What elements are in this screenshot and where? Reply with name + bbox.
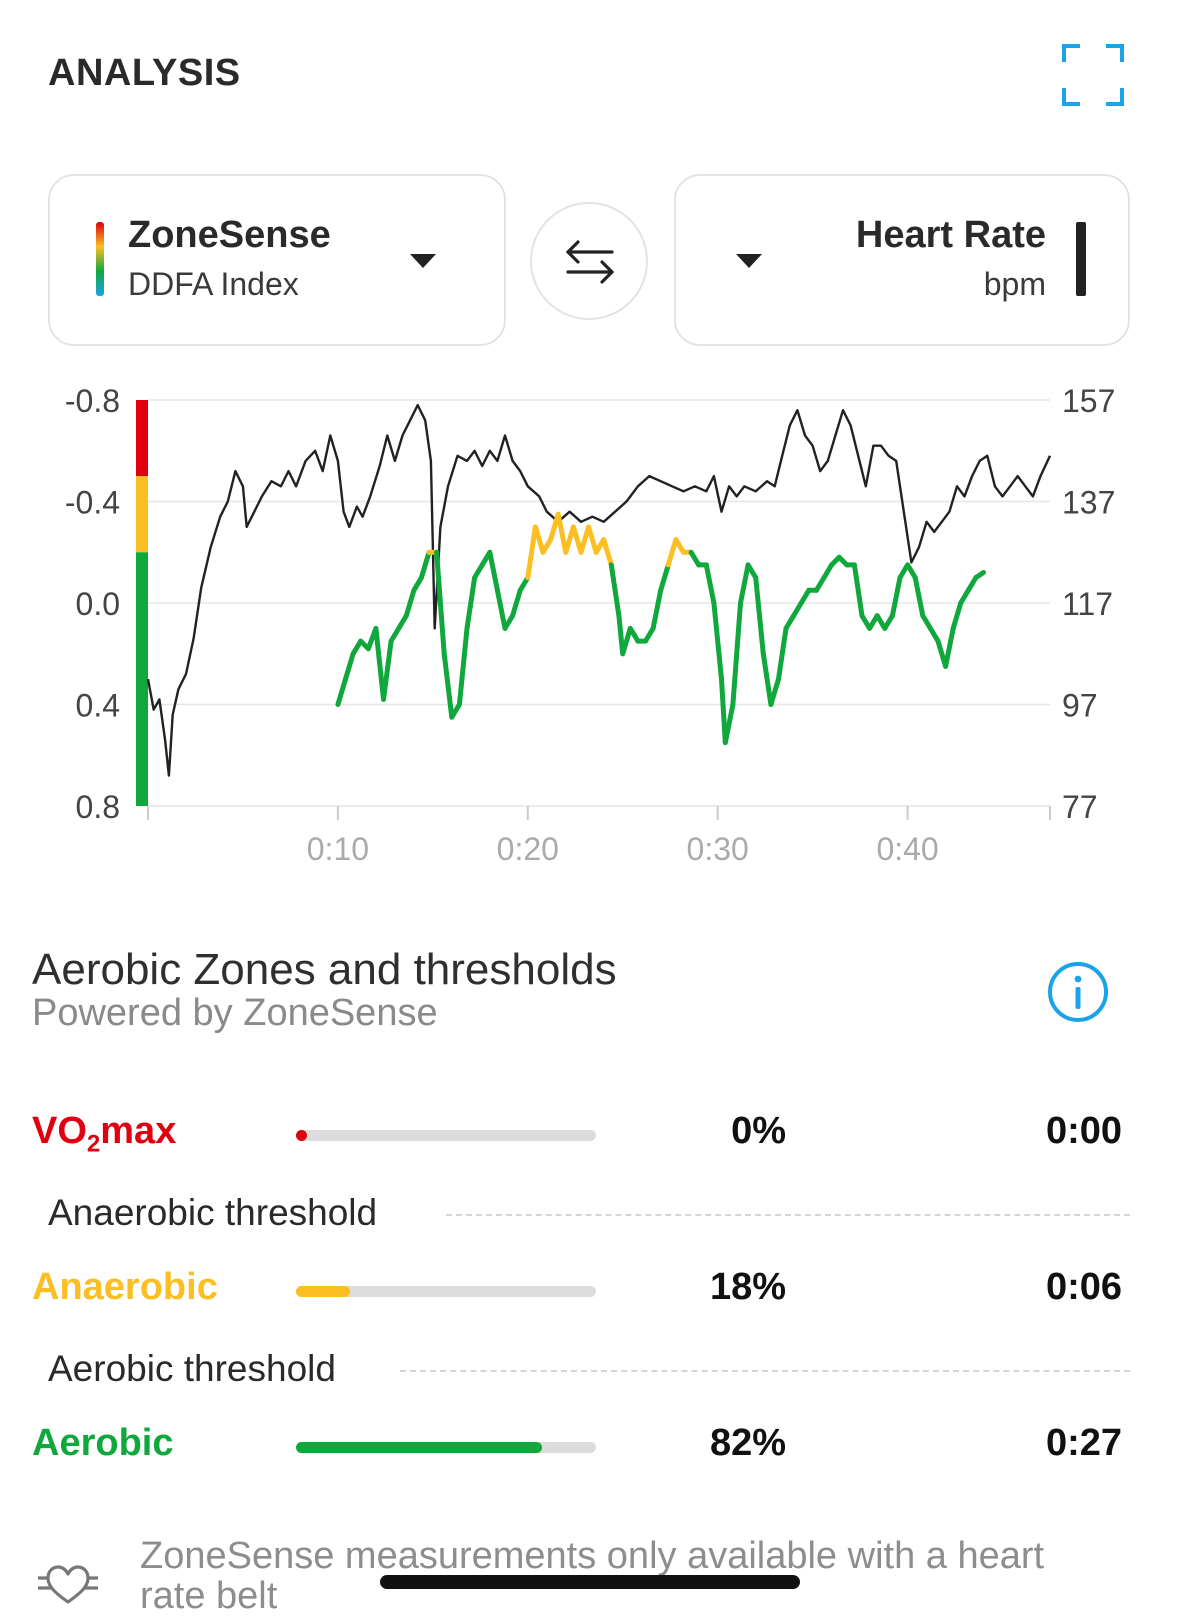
swap-arrows-icon xyxy=(566,240,614,284)
ddfa-line-segment xyxy=(381,638,394,702)
ddfa-line-segment xyxy=(335,676,348,707)
ddfa-line-segment xyxy=(912,575,926,619)
zone-label-aerobic: Aerobic xyxy=(32,1422,174,1464)
expand-icon[interactable] xyxy=(1062,44,1124,106)
series-color-swatch xyxy=(1076,222,1086,296)
ddfa-line-segment xyxy=(494,587,508,631)
right-metric-selector[interactable]: Heart Rate bpm xyxy=(674,174,1130,346)
zone-time-vo2max: 0:00 xyxy=(1045,1110,1122,1152)
ddfa-line-segment xyxy=(738,562,751,606)
ddfa-line-segment xyxy=(434,549,447,657)
zone-bar-fill xyxy=(296,1442,542,1453)
zone-gradient-bar xyxy=(96,222,104,296)
right-axis-tick: 77 xyxy=(1062,789,1098,825)
swap-metrics-button[interactable] xyxy=(530,202,648,320)
left-axis-tick: 0.4 xyxy=(76,688,120,724)
zone-bar-fill xyxy=(296,1286,350,1297)
ddfa-line-segment xyxy=(456,625,470,707)
right-axis-tick: 117 xyxy=(1062,586,1113,622)
x-axis-tick-label: 0:30 xyxy=(687,831,749,867)
ddfa-line-segment xyxy=(776,625,789,682)
ddfa-line-segment xyxy=(768,676,781,707)
zone-bar-anaerobic xyxy=(296,1286,596,1297)
zone-bar-fill xyxy=(296,1130,307,1141)
zone-time-aerobic: 0:27 xyxy=(1045,1422,1122,1464)
zone-percent-vo2max: 0% xyxy=(731,1110,786,1152)
ddfa-line-segment xyxy=(464,575,478,631)
ddfa-line-segment xyxy=(373,625,386,702)
ddfa-line-segment xyxy=(753,575,766,657)
ddfa-line-segment xyxy=(525,524,538,581)
x-axis-tick-label: 0:40 xyxy=(876,831,938,867)
ddfa-line-segment xyxy=(730,600,743,707)
ddfa-line-segment xyxy=(889,575,903,619)
ddfa-line-segment xyxy=(418,549,432,581)
left-axis-tick: -0.4 xyxy=(65,485,120,521)
left-axis-tick: 0.8 xyxy=(76,789,120,825)
ddfa-line-segment xyxy=(620,625,633,657)
x-axis-tick-label: 0:10 xyxy=(307,831,369,867)
left-metric-selector[interactable]: ZoneSense DDFA Index xyxy=(48,174,506,346)
home-indicator xyxy=(380,1575,800,1589)
zone-percent-aerobic: 82% xyxy=(709,1422,786,1464)
ddfa-line-segment xyxy=(711,600,724,682)
zone-label-vo2max: VO2max xyxy=(32,1110,177,1158)
x-axis-tick-label: 0:20 xyxy=(497,831,559,867)
right-metric-subtitle: bpm xyxy=(983,266,1046,302)
zone-label-anaerobic: Anaerobic xyxy=(32,1266,218,1308)
ddfa-line-segment xyxy=(532,524,546,555)
ddfa-line-segment xyxy=(487,549,500,593)
ddfa-line-segment xyxy=(441,651,455,720)
zone-band-anaerobic xyxy=(136,476,148,553)
caret-down-icon[interactable] xyxy=(736,254,762,268)
ddfa-line-segment xyxy=(586,524,599,555)
ddfa-line-segment xyxy=(943,625,956,669)
ddfa-line-segment xyxy=(665,537,679,568)
right-axis-tick: 157 xyxy=(1062,383,1115,419)
ddfa-line-segment xyxy=(703,562,717,606)
left-axis-tick: 0.0 xyxy=(76,586,120,622)
ddfa-line-segment xyxy=(650,587,664,631)
right-axis-tick: 97 xyxy=(1062,688,1098,724)
right-metric-title: Heart Rate xyxy=(855,214,1046,256)
ddfa-line-segment xyxy=(343,651,356,682)
right-axis-tick: 137 xyxy=(1062,485,1115,521)
ddfa-line-segment xyxy=(950,600,964,631)
left-axis-tick: -0.8 xyxy=(65,383,120,419)
left-metric-title: ZoneSense xyxy=(128,214,331,256)
section-title: ANALYSIS xyxy=(48,52,241,94)
zone-band-vo2max xyxy=(136,400,148,477)
zone-percent-anaerobic: 18% xyxy=(709,1266,786,1308)
ddfa-line-segment xyxy=(760,651,774,707)
ddfa-line-segment xyxy=(722,702,736,746)
ddfa-line-segment xyxy=(608,562,622,619)
heart-rate-line xyxy=(146,403,1052,777)
zone-bar-vo2max xyxy=(296,1130,596,1141)
caret-down-icon[interactable] xyxy=(410,254,436,268)
threshold-line xyxy=(446,1214,1130,1216)
ddfa-line-segment xyxy=(973,570,986,581)
left-metric-subtitle: DDFA Index xyxy=(128,266,299,302)
zones-subtitle: Powered by ZoneSense xyxy=(32,992,438,1034)
threshold-label-aerobic: Aerobic threshold xyxy=(48,1348,336,1389)
ddfa-line-segment xyxy=(510,587,523,619)
ddfa-line-segment xyxy=(601,537,614,568)
zone-band-aerobic xyxy=(136,552,148,806)
ddfa-line-segment xyxy=(658,562,671,593)
zone-time-anaerobic: 0:06 xyxy=(1045,1266,1122,1308)
dual-axis-chart[interactable]: -0.8 -0.4 0.0 0.4 0.8 157 137 117 97 77 0:10 0:20 0:… xyxy=(0,380,1179,880)
threshold-label-anaerobic: Anaerobic threshold xyxy=(48,1192,378,1233)
heart-belt-icon xyxy=(38,1565,98,1604)
ddfa-line-segment xyxy=(555,511,569,555)
zones-title: Aerobic Zones and thresholds xyxy=(32,945,617,994)
ddfa-line-segment xyxy=(403,587,417,619)
ddfa-line-segment xyxy=(719,676,728,746)
info-icon[interactable] xyxy=(1046,960,1110,1024)
zone-bar-aerobic xyxy=(296,1442,596,1453)
ddfa-line-segment xyxy=(851,562,865,619)
threshold-line xyxy=(400,1370,1130,1372)
